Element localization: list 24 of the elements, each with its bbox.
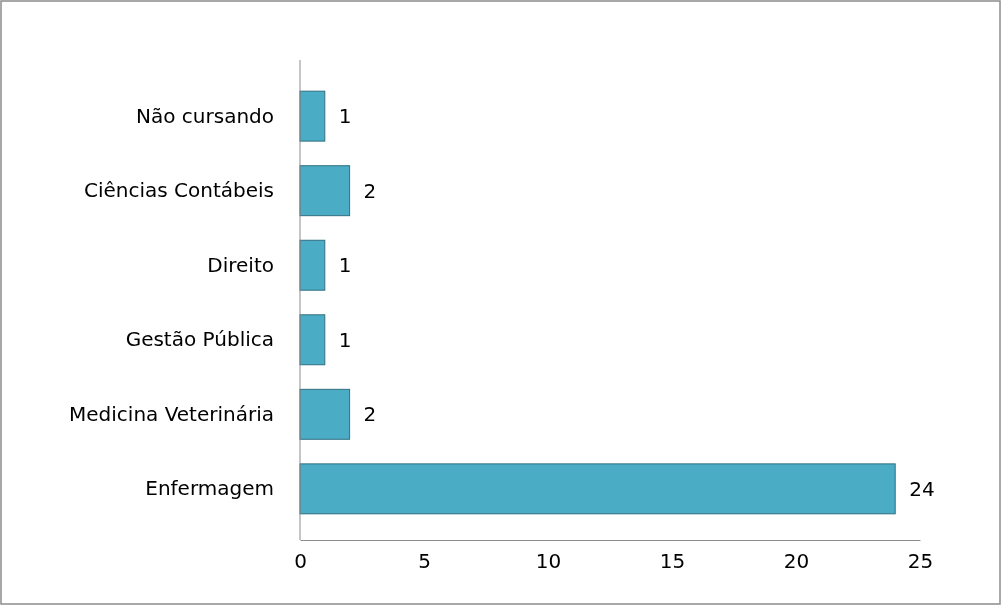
x-tick-label: 10	[535, 549, 562, 574]
bar	[299, 165, 351, 217]
data-label: 1	[338, 104, 352, 129]
data-label: 1	[338, 253, 352, 278]
y-tick-label: Direito	[207, 252, 274, 277]
y-tick-label: Gestão Pública	[125, 327, 274, 352]
bar	[299, 90, 326, 142]
bar	[299, 463, 896, 515]
y-tick-label: Não cursando	[136, 103, 274, 128]
data-label: 2	[363, 178, 377, 203]
data-label: 2	[363, 402, 377, 427]
bar	[299, 388, 351, 440]
y-tick-label: Medicina Veterinária	[69, 401, 274, 426]
x-tick-label: 5	[418, 549, 431, 574]
x-tick-label: 15	[659, 549, 686, 574]
bar	[299, 314, 326, 366]
bar	[299, 239, 326, 291]
x-tick-label: 20	[783, 549, 810, 574]
data-label: 24	[909, 476, 935, 501]
data-label: 1	[338, 327, 352, 352]
x-tick-label: 0	[294, 549, 307, 574]
y-tick-label: Enfermagem	[145, 476, 274, 501]
x-tick-label: 25	[907, 549, 934, 574]
y-tick-label: Ciências Contábeis	[83, 178, 274, 203]
